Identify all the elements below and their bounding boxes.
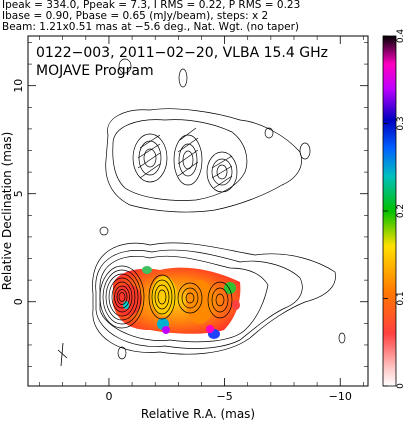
colorbar-tick-label: 0.1 bbox=[396, 291, 406, 305]
y-tick-label: 0 bbox=[12, 298, 25, 305]
x-tick-label: 0 bbox=[105, 390, 112, 403]
header-line-2: Ibase = 0.90, Pbase = 0.65 (mJy/beam), s… bbox=[2, 10, 269, 22]
y-tick-label: 10 bbox=[12, 79, 25, 93]
plot-subtitle: MOJAVE Program bbox=[36, 63, 154, 79]
polarization-color-patch bbox=[142, 266, 152, 274]
x-tick-label: −10 bbox=[329, 390, 352, 403]
x-axis-ticks: 0 −5 −10 bbox=[39, 36, 364, 403]
y-axis-label: Relative Declination (mas) bbox=[0, 132, 14, 291]
colorbar-tick-label: 0.3 bbox=[396, 116, 406, 130]
polarized-intensity-contours bbox=[99, 58, 311, 236]
polarization-color-patch bbox=[162, 326, 170, 334]
isolated-contour bbox=[117, 346, 127, 360]
beam-marker bbox=[57, 342, 68, 367]
y-axis-ticks: 0 5 10 bbox=[12, 42, 368, 367]
evpa-ticks bbox=[137, 127, 233, 189]
plot-title: 0122−003, 2011−02−20, VLBA 15.4 GHz bbox=[36, 45, 328, 61]
header-line-3: Beam: 1.21x0.51 mas at −5.6 deg., Nat. W… bbox=[2, 21, 300, 33]
polarization-color-patch bbox=[123, 301, 129, 309]
isolated-contour bbox=[338, 332, 346, 344]
polarization-color-patch bbox=[186, 280, 214, 324]
x-axis-label: Relative R.A. (mas) bbox=[141, 407, 255, 421]
x-tick-label: −5 bbox=[216, 390, 232, 403]
polarization-color-patch bbox=[206, 325, 214, 333]
colorbar-tick-label: 0.2 bbox=[396, 204, 406, 218]
colorbar-tick-label: 0.4 bbox=[396, 29, 406, 44]
y-tick-label: 5 bbox=[12, 190, 25, 197]
total-intensity-contours bbox=[92, 242, 336, 355]
colorbar-ticks: 0 0.1 0.2 0.3 0.4 bbox=[383, 29, 406, 389]
header-line-1: Ipeak = 334.0, Ppeak = 7.3, I RMS = 0.22… bbox=[2, 0, 301, 11]
plot-frame bbox=[27, 35, 369, 387]
colorbar-tick-label: 0 bbox=[396, 383, 406, 389]
polarization-color-patch bbox=[232, 300, 240, 310]
